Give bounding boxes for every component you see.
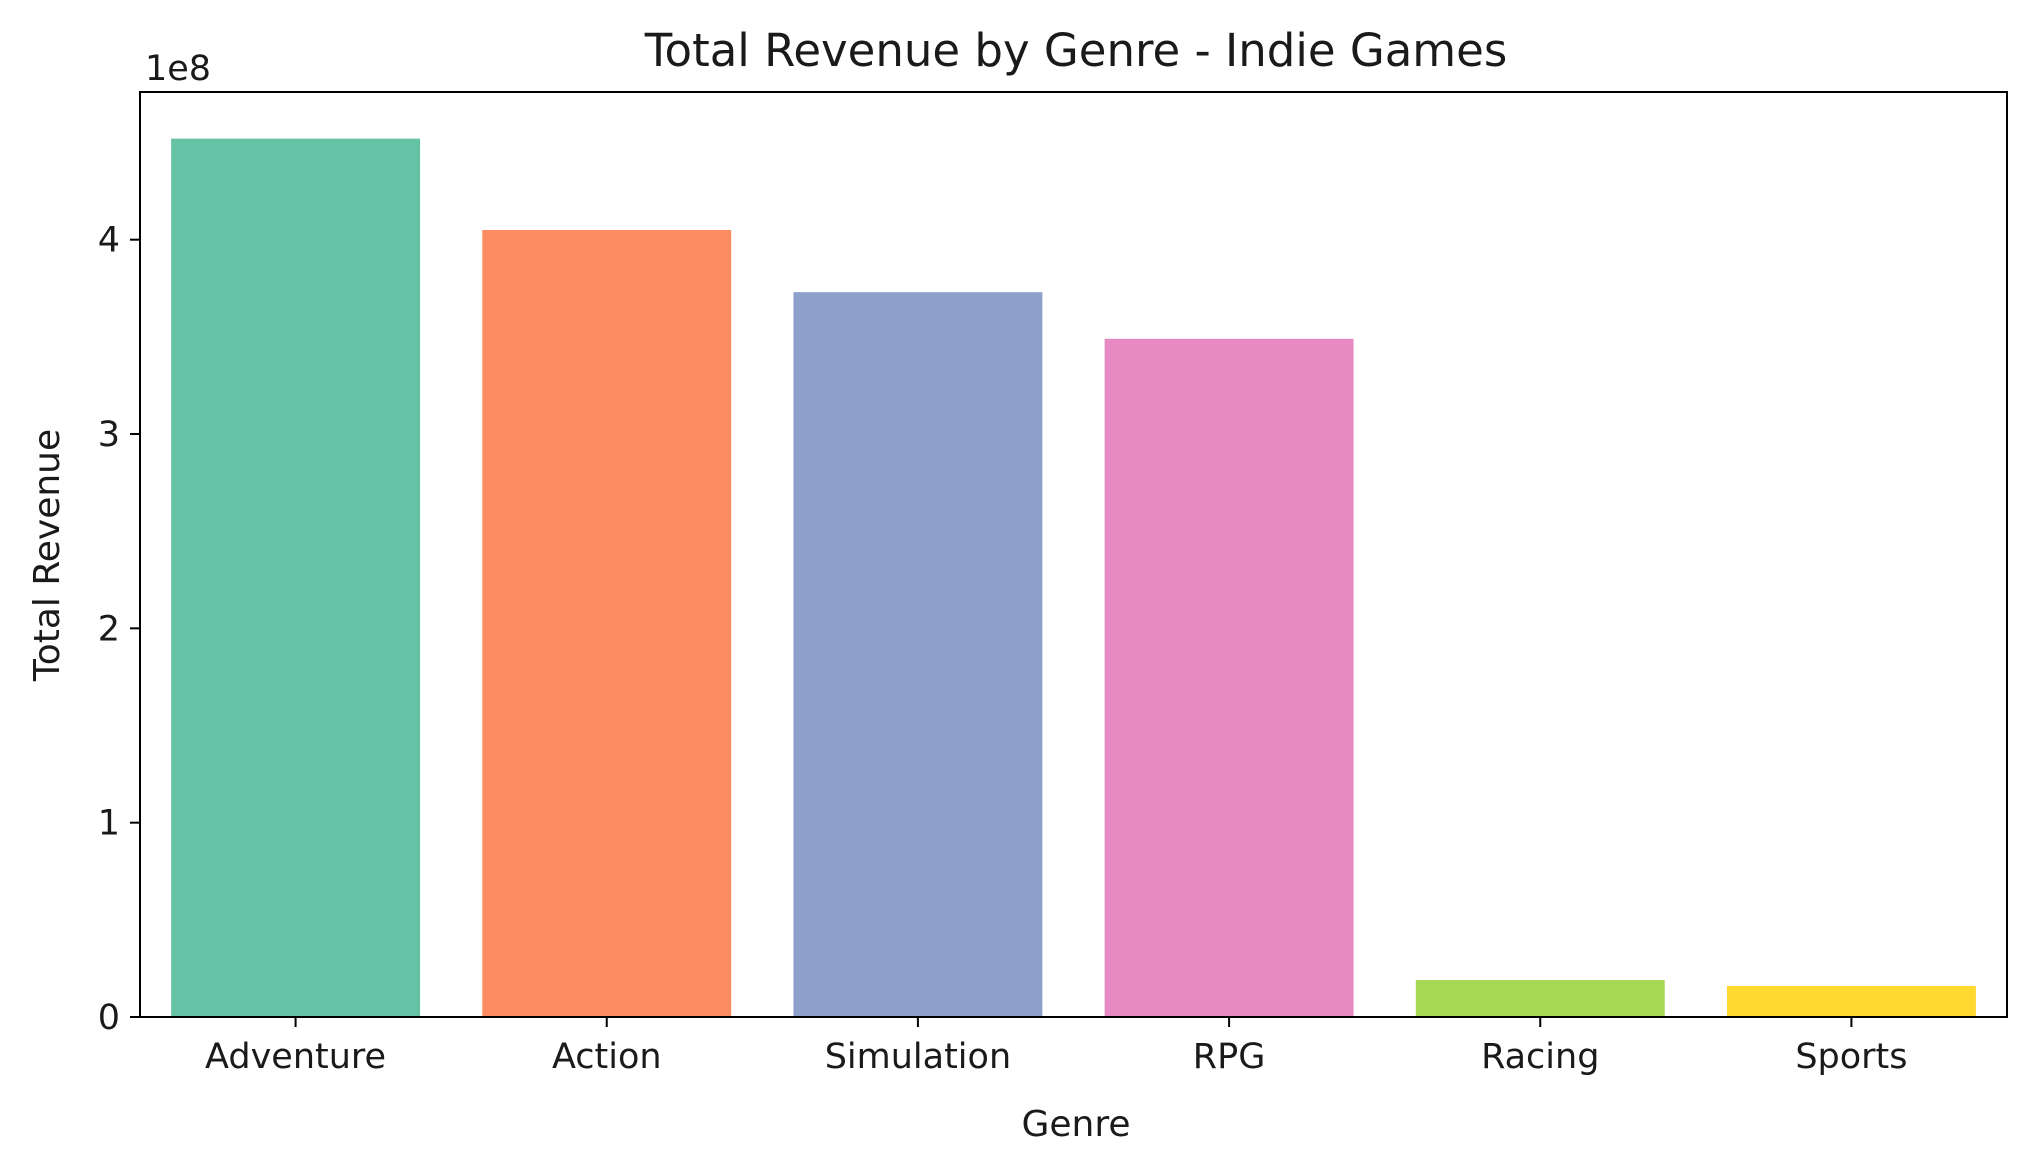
y-tick-label: 1 [98, 804, 120, 844]
y-tick-label: 0 [98, 998, 120, 1038]
bar-sports [1726, 985, 1976, 1017]
y-tick-label: 4 [98, 221, 120, 261]
y-axis-offset-label: 1e8 [145, 49, 211, 89]
bar-simulation [793, 292, 1043, 1017]
x-axis-label: Genre [1021, 1104, 1130, 1145]
y-ticks-group: 0 1 2 3 4 [98, 221, 140, 1038]
bar-adventure [171, 138, 421, 1017]
bar-racing [1415, 980, 1665, 1017]
chart-title: Total Revenue by Genre - Indie Games [644, 24, 1508, 77]
plot-area-frame [139, 91, 2008, 1018]
bars-group [171, 138, 1976, 1018]
x-tick-label: Sports [1795, 1037, 1907, 1077]
x-tick-label: Action [552, 1037, 662, 1077]
y-tick-label: 3 [98, 415, 120, 455]
bar-action [482, 229, 732, 1018]
x-tick-label: Racing [1481, 1037, 1599, 1077]
x-ticks-group: Adventure Action Simulation RPG Racing Sports [205, 1017, 1908, 1077]
y-axis-label: Total Revenue [27, 429, 68, 682]
x-tick-label: Adventure [205, 1037, 386, 1077]
bar-rpg [1104, 338, 1354, 1017]
x-tick-label: Simulation [825, 1037, 1011, 1077]
y-tick-label: 2 [98, 609, 120, 649]
x-tick-label: RPG [1193, 1037, 1266, 1077]
